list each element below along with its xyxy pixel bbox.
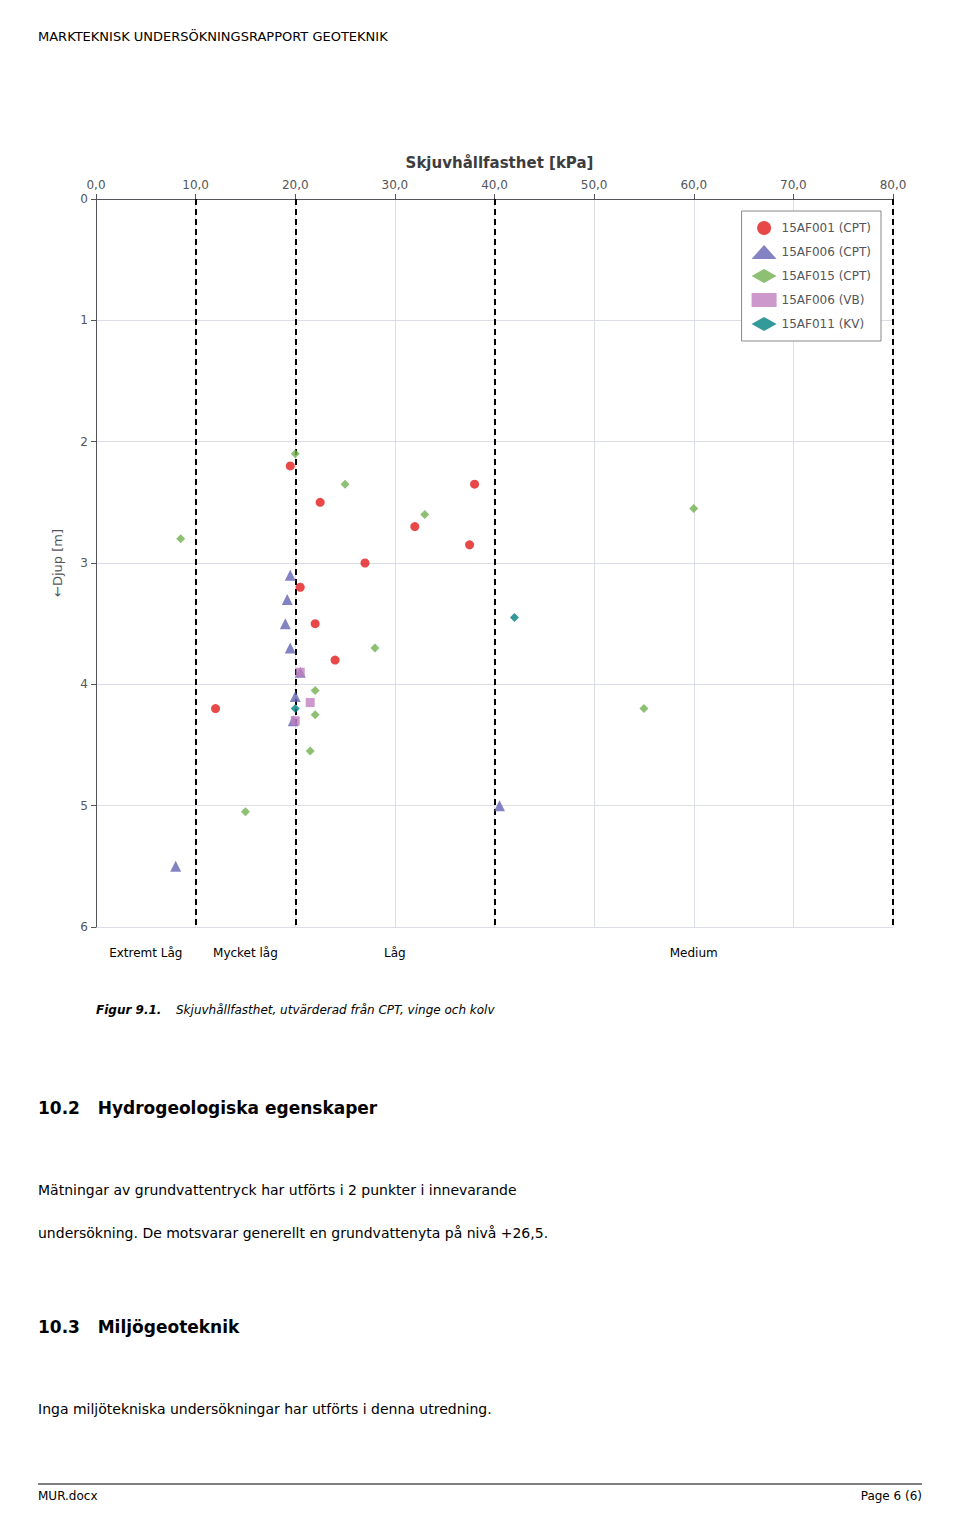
- svg-text:Inga miljötekniska undersöknin: Inga miljötekniska undersökningar har ut…: [38, 1401, 492, 1417]
- svg-text:Mätningar av grundvattentryck: Mätningar av grundvattentryck har utfört…: [38, 1182, 517, 1198]
- svg-text:15AF011 (KV): 15AF011 (KV): [782, 317, 865, 331]
- svg-text:60,0: 60,0: [680, 178, 707, 192]
- svg-text:MUR.docx: MUR.docx: [38, 1489, 98, 1503]
- svg-text:Medium: Medium: [670, 946, 718, 960]
- svg-text:15AF015 (CPT): 15AF015 (CPT): [782, 269, 871, 283]
- svg-text:6: 6: [80, 920, 88, 934]
- svg-text:Skjuvhållfasthet [kPa]: Skjuvhållfasthet [kPa]: [406, 154, 594, 172]
- svg-text:80,0: 80,0: [880, 178, 907, 192]
- svg-text:0,0: 0,0: [86, 178, 105, 192]
- svg-text:2: 2: [80, 435, 88, 449]
- svg-text:Skjuvhållfasthet, utvärderad f: Skjuvhållfasthet, utvärderad från CPT, v…: [176, 1003, 495, 1017]
- svg-text:20,0: 20,0: [282, 178, 309, 192]
- svg-text:70,0: 70,0: [780, 178, 807, 192]
- svg-text:4: 4: [80, 677, 88, 691]
- svg-text:10.2 Hydrogeologiska egenska: 10.2 Hydrogeologiska egenskaper: [38, 1098, 378, 1118]
- svg-text:Mycket låg: Mycket låg: [213, 946, 278, 960]
- svg-text:←Djup [m]: ←Djup [m]: [50, 529, 65, 597]
- svg-text:1: 1: [80, 313, 88, 327]
- svg-text:Extremt Låg: Extremt Låg: [109, 946, 182, 960]
- svg-text:15AF006 (CPT): 15AF006 (CPT): [782, 245, 871, 259]
- svg-text:30,0: 30,0: [382, 178, 409, 192]
- svg-text:5: 5: [80, 799, 88, 813]
- svg-text:MARKTEKNISK UNDERSÖKNINGSRAPPO: MARKTEKNISK UNDERSÖKNINGSRAPPORT GEOTEKN…: [38, 28, 388, 44]
- svg-text:15AF001 (CPT): 15AF001 (CPT): [782, 221, 871, 235]
- svg-text:undersökning. De motsvarar gen: undersökning. De motsvarar generellt en …: [38, 1225, 548, 1241]
- svg-text:50,0: 50,0: [581, 178, 608, 192]
- svg-text:10.3 Miljögeoteknik: 10.3 Miljögeoteknik: [38, 1317, 240, 1337]
- svg-text:40,0: 40,0: [481, 178, 508, 192]
- svg-text:Page 6 (6): Page 6 (6): [861, 1489, 922, 1503]
- svg-text:10,0: 10,0: [182, 178, 209, 192]
- svg-text:0: 0: [80, 192, 88, 206]
- svg-text:Figur 9.1.: Figur 9.1.: [96, 1003, 161, 1017]
- svg-text:Låg: Låg: [384, 946, 406, 960]
- svg-text:3: 3: [80, 556, 88, 570]
- svg-text:15AF006 (VB): 15AF006 (VB): [782, 293, 865, 307]
